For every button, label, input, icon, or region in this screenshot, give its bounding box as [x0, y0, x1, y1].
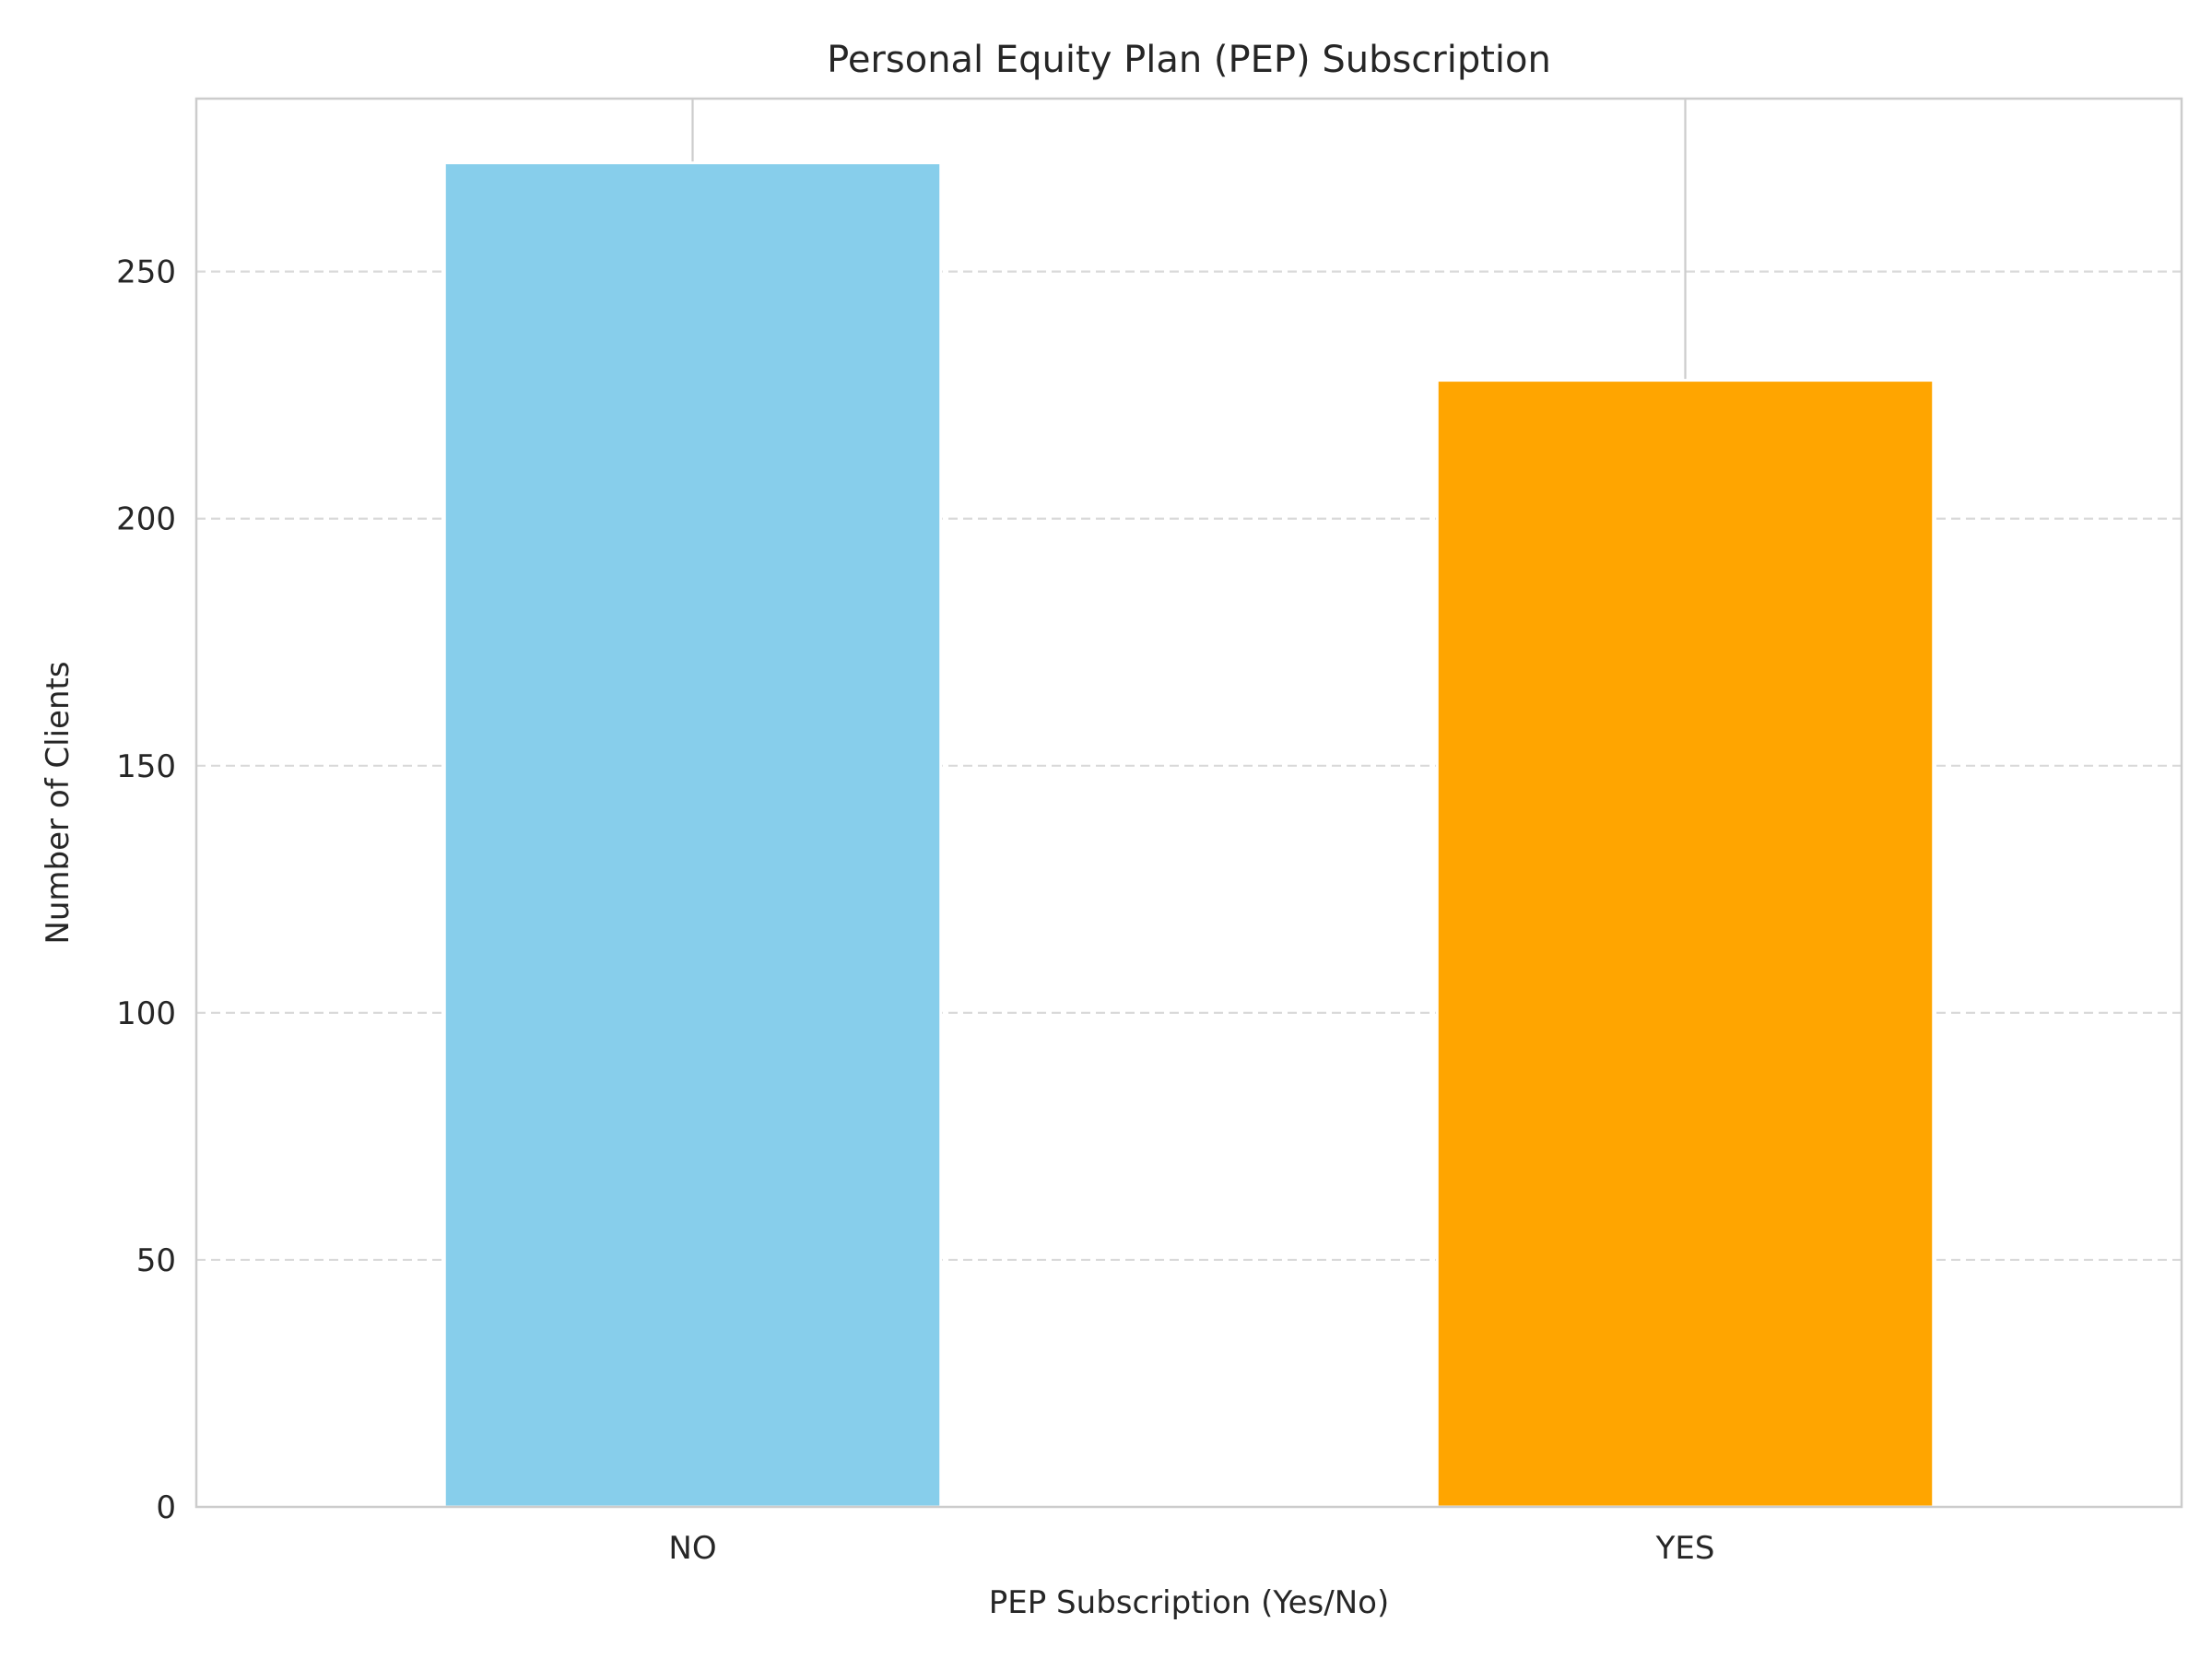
y-tick-label: 100 — [116, 995, 176, 1032]
y-tick-label: 0 — [156, 1489, 176, 1526]
y-axis-label: Number of Clients — [40, 661, 76, 944]
y-tick-label: 50 — [136, 1242, 176, 1279]
bars — [442, 161, 1936, 1509]
chart-title: Personal Equity Plan (PEP) Subscription — [827, 39, 1551, 81]
y-tick-label: 250 — [116, 254, 176, 291]
y-tick-label: 150 — [116, 748, 176, 785]
bar-no — [442, 161, 943, 1509]
x-tick-label-yes: YES — [1655, 1530, 1715, 1567]
x-tick-labels: NO YES — [668, 1530, 1714, 1567]
x-axis-label: PEP Subscription (Yes/No) — [989, 1584, 1389, 1621]
bar-yes — [1435, 379, 1936, 1509]
x-tick-label-no: NO — [668, 1530, 716, 1567]
plot-frame — [194, 97, 2183, 1509]
y-tick-label: 200 — [116, 501, 176, 538]
y-tick-labels: 0 50 100 150 200 250 — [116, 254, 176, 1526]
